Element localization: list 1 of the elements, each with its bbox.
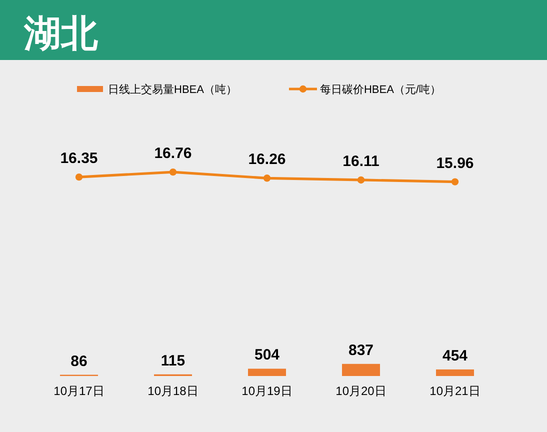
title: 湖北: [24, 13, 98, 54]
